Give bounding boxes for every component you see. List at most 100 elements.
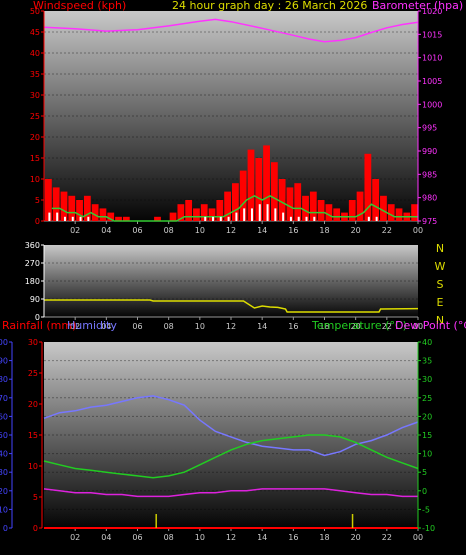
wind-max-bar — [387, 204, 395, 221]
windspeed-axis-tick-label: 0 — [35, 217, 40, 226]
top-x-tick-label: 16 — [288, 226, 298, 235]
wind-max-bar — [364, 153, 372, 221]
wind-max-bar — [154, 216, 161, 221]
direction-x-tick-label: 06 — [132, 322, 142, 331]
wind-max-bar — [270, 162, 278, 221]
temperature-axis-label: Temperature (°C) — [312, 319, 407, 332]
bottom-x-tick-label: 22 — [382, 533, 392, 542]
wind-gust-mark — [219, 216, 222, 221]
wind-gust-mark — [204, 216, 207, 221]
temperature-axis-tick-label: 30 — [422, 375, 432, 384]
wind-max-bar — [122, 216, 130, 221]
bottom-x-tick-label: 12 — [226, 533, 236, 542]
bottom-x-tick-label: 18 — [319, 533, 329, 542]
windspeed-axis-tick-label: 45 — [30, 28, 40, 37]
wind-gust-mark — [282, 212, 285, 221]
wind-max-bar — [395, 208, 403, 221]
top-x-tick-label: 04 — [101, 226, 111, 235]
temperature-axis-tick-label: 10 — [422, 450, 432, 459]
windspeed-axis-tick-label: 20 — [30, 133, 40, 142]
top-x-tick-label: 20 — [351, 226, 361, 235]
bottom-plot-area — [44, 342, 418, 528]
temperature-axis-tick-label: 5 — [422, 468, 427, 477]
direction-x-tick-label: 14 — [257, 322, 267, 331]
rainfall-axis-label: Rainfall (mm) — [2, 319, 77, 332]
wind-gust-mark — [289, 216, 292, 221]
compass-label: E — [437, 296, 444, 309]
rainfall-axis-tick-label: 30 — [28, 338, 38, 347]
wind-gust-mark — [375, 216, 378, 221]
wind-max-bar — [99, 208, 107, 221]
wind-max-bar — [239, 170, 247, 221]
humidity-axis-tick-label: 20 — [0, 487, 8, 496]
wind-max-bar — [76, 200, 83, 221]
wind-gust-mark — [274, 208, 277, 221]
direction-x-tick-label: 04 — [101, 322, 111, 331]
wind-max-bar — [309, 191, 317, 221]
wind-gust-mark — [235, 212, 238, 221]
barometer-axis-tick-label: 1015 — [422, 30, 442, 39]
dewpoint-axis-label: Dew Point (°C) — [395, 319, 466, 332]
rainfall-axis-tick-label: 20 — [28, 400, 38, 409]
direction-x-tick-label: 10 — [195, 322, 205, 331]
wind-max-bar — [302, 195, 309, 221]
top-x-tick-label: 08 — [164, 226, 174, 235]
windspeed-axis-tick-label: 5 — [35, 196, 40, 205]
wind-max-bar — [193, 208, 200, 221]
windspeed-axis-tick-label: 30 — [30, 91, 40, 100]
windspeed-axis-tick-label: 35 — [30, 70, 40, 79]
barometer-axis-tick-label: 980 — [422, 194, 437, 203]
temperature-axis-tick-label: -5 — [422, 505, 430, 514]
direction-x-tick-label: 00 — [413, 322, 423, 331]
humidity-axis-tick-label: 30 — [0, 468, 8, 477]
bottom-x-tick-label: 10 — [195, 533, 205, 542]
humidity-axis-label: Humidity — [67, 319, 117, 332]
temperature-axis-tick-label: -10 — [422, 524, 435, 533]
top-x-tick-label: 14 — [257, 226, 267, 235]
wind-max-bar — [294, 183, 302, 221]
top-x-tick-label: 06 — [132, 226, 142, 235]
bottom-panel: 02 04 06 08 10 12 14 16 18 20 22 000102030405060708… — [0, 338, 435, 542]
wind-max-bar — [91, 204, 99, 221]
direction-axis-tick-label: 90 — [30, 295, 40, 304]
wind-max-bar — [356, 191, 364, 221]
wind-max-bar — [232, 183, 239, 221]
wind-gust-mark — [87, 216, 90, 221]
compass-label: N — [436, 314, 444, 327]
direction-x-tick-label: 08 — [164, 322, 174, 331]
direction-axis-tick-label: 270 — [25, 259, 40, 268]
rainfall-axis-tick-label: 25 — [28, 369, 38, 378]
wind-direction-line — [44, 299, 419, 313]
bottom-x-tick-label: 20 — [351, 533, 361, 542]
wind-max-bar — [60, 191, 68, 221]
humidity-axis-tick-label: 70 — [0, 394, 8, 403]
barometer-axis-tick-label: 990 — [422, 147, 437, 156]
wind-gust-mark — [313, 216, 316, 221]
wind-max-bar — [325, 204, 333, 221]
humidity-axis-tick-label: 0 — [3, 524, 8, 533]
direction-axis-tick-label: 360 — [25, 241, 40, 250]
chart-title: 24 hour graph day : 26 March 2026 — [172, 0, 368, 12]
wind-max-bar — [372, 179, 380, 221]
wind-max-bar — [333, 208, 341, 221]
barometer-line — [43, 18, 419, 43]
compass-label: S — [437, 278, 444, 291]
top-plot-area — [44, 11, 418, 221]
rainfall-axis-tick-label: 5 — [33, 493, 38, 502]
wind-max-bar — [45, 179, 52, 221]
rainfall-axis-tick-label: 15 — [28, 431, 38, 440]
top-x-tick-label: 22 — [382, 226, 392, 235]
windspeed-axis-tick-label: 50 — [30, 7, 40, 16]
humidity-line — [43, 395, 419, 457]
windspeed-axis-tick-label: 10 — [30, 175, 40, 184]
wind-max-bar — [278, 179, 286, 221]
direction-axis-tick-label: 180 — [25, 277, 40, 286]
wind-gust-mark — [367, 216, 370, 221]
wind-max-bar — [68, 195, 76, 221]
wind-gust-mark — [266, 204, 269, 221]
barometer-axis-tick-label: 985 — [422, 170, 437, 179]
wind-average-line — [51, 194, 418, 222]
wind-max-bar — [317, 200, 325, 221]
